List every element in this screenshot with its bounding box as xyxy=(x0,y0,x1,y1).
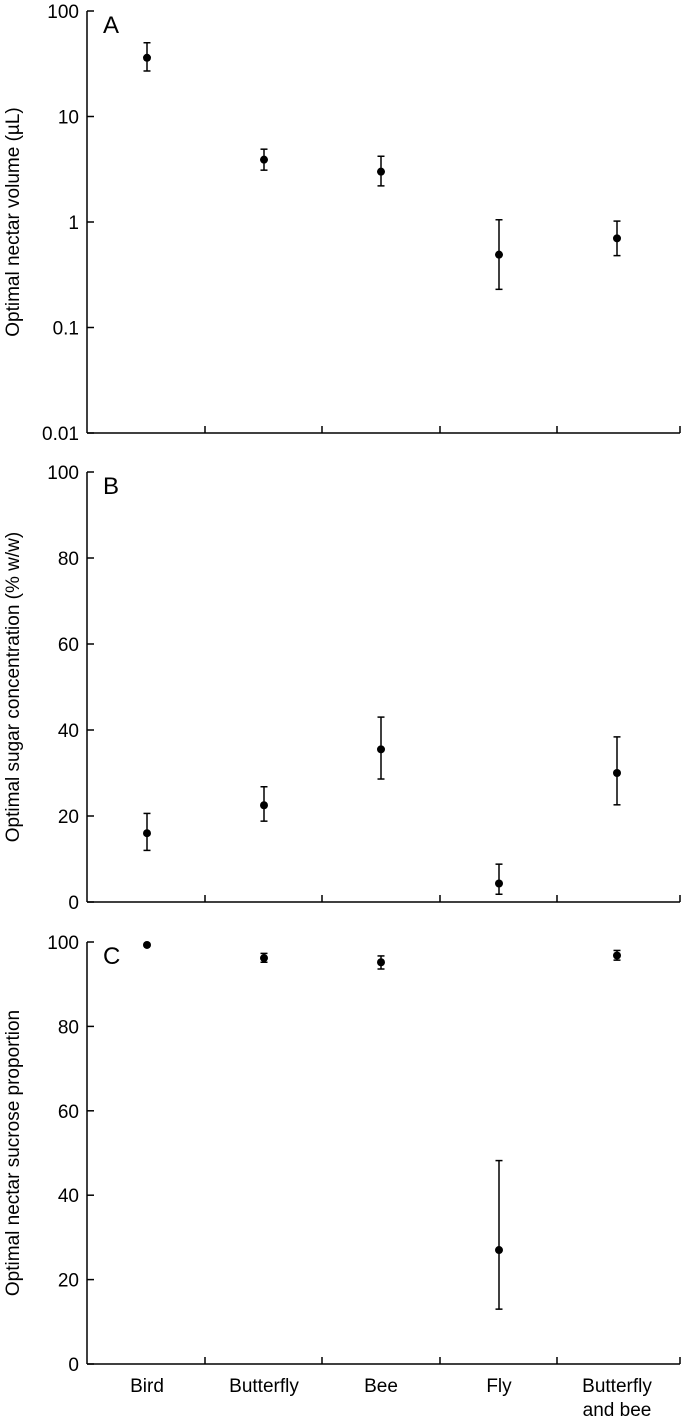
panel-letter: A xyxy=(103,12,119,39)
x-category-label: Fly xyxy=(486,1376,512,1397)
x-category-label: Butterfly xyxy=(582,1376,652,1397)
data-point xyxy=(377,745,385,754)
data-point xyxy=(377,958,385,967)
x-category-label: and bee xyxy=(583,1400,652,1421)
y-tick-label: 0 xyxy=(68,893,79,914)
data-point xyxy=(260,801,268,810)
data-point xyxy=(377,167,385,176)
data-point xyxy=(495,1246,503,1255)
y-tick-label: 60 xyxy=(58,1102,79,1123)
panel-letter: B xyxy=(103,473,119,500)
panel-c: 0 20 40 60 80 100 C Optimal nectar sucrose prop… xyxy=(3,933,681,1376)
y-axis-label: Optimal sugar concentration (% w/w) xyxy=(3,532,24,842)
data-point xyxy=(143,829,151,838)
y-tick-label: 100 xyxy=(47,463,79,484)
data-point xyxy=(143,53,151,62)
data-point xyxy=(613,769,621,777)
panel-b: 0 20 40 60 80 100 B Optimal sugar concentration… xyxy=(3,463,681,914)
data-point xyxy=(495,879,503,888)
y-tick-label: 10 xyxy=(58,108,79,129)
y-tick-label: 40 xyxy=(58,1186,79,1207)
data-point xyxy=(143,940,151,949)
y-tick-label: 0 xyxy=(68,1355,79,1376)
y-tick-label: 60 xyxy=(58,635,79,656)
data-point xyxy=(260,954,268,963)
y-tick-label: 40 xyxy=(58,721,79,742)
panel-a: 0.01 0.1 1 10 100 A Optimal nectar volume (µL) xyxy=(3,2,681,445)
y-tick-label: 0.01 xyxy=(42,424,79,445)
y-axis-label: Optimal nectar sucrose proportion xyxy=(3,1010,24,1296)
data-point xyxy=(613,234,621,243)
y-tick-label: 100 xyxy=(47,2,79,23)
x-category-label: Butterfly xyxy=(229,1376,299,1397)
y-tick-label: 20 xyxy=(58,807,79,828)
data-point xyxy=(260,155,268,164)
y-tick-label: 20 xyxy=(58,1271,79,1292)
data-point xyxy=(613,951,621,960)
data-point xyxy=(495,250,503,259)
y-axis-label: Optimal nectar volume (µL) xyxy=(3,107,24,337)
panel-letter: C xyxy=(103,943,120,970)
y-tick-label: 80 xyxy=(58,549,79,570)
y-tick-label: 80 xyxy=(58,1017,79,1038)
x-category-label: Bee xyxy=(364,1376,398,1397)
y-tick-label: 100 xyxy=(47,933,79,954)
y-tick-label: 0.1 xyxy=(53,319,79,340)
x-category-label: Bird xyxy=(130,1376,164,1397)
y-tick-label: 1 xyxy=(68,213,79,234)
